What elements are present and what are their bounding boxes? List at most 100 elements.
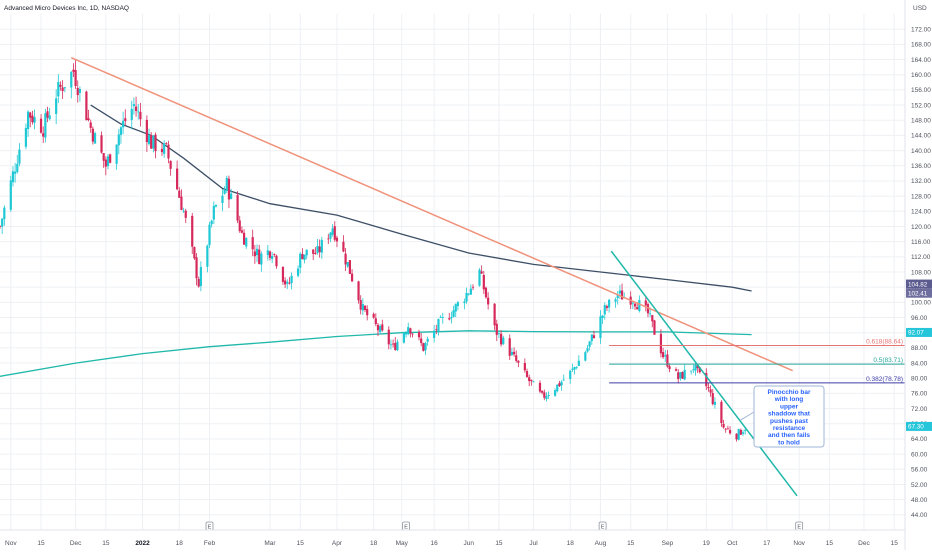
- candle-body: [154, 134, 157, 152]
- candle-body: [575, 367, 578, 369]
- price-tag-label: 92.07: [908, 330, 924, 337]
- candle-body: [59, 84, 62, 87]
- candle-body: [722, 423, 725, 428]
- candle-body: [89, 122, 92, 128]
- candle-body: [122, 120, 125, 128]
- candle-body: [31, 115, 34, 123]
- candle-body: [487, 297, 490, 305]
- candle-body: [677, 372, 680, 380]
- candle-body: [709, 389, 712, 393]
- x-tick-label: Oct: [727, 540, 737, 547]
- candle-body: [402, 333, 406, 343]
- x-tick-label: Apr: [332, 540, 343, 547]
- annotation-box[interactable]: [753, 385, 825, 448]
- x-tick-label: Dec: [858, 540, 870, 547]
- candle-body: [296, 268, 300, 276]
- candle-body: [616, 295, 619, 299]
- candle-body: [737, 429, 740, 440]
- candle-body: [55, 98, 58, 114]
- candle-body: [454, 304, 457, 312]
- y-axis[interactable]: 172.00 168.00 164.00 160.00 156.00 152.00 148.…: [904, 0, 931, 550]
- candle-body: [631, 302, 634, 304]
- candle-body: [394, 342, 397, 351]
- candle-body: [314, 253, 317, 255]
- y-tick-label: 140.00: [911, 148, 931, 155]
- candles: [0, 60, 747, 442]
- candle-body: [132, 104, 136, 107]
- candle-body: [571, 368, 574, 370]
- candle-body: [139, 111, 142, 120]
- candle-body: [14, 171, 17, 174]
- candle-body: [1, 218, 4, 227]
- candle-body: [376, 324, 380, 331]
- candle-body: [273, 254, 276, 255]
- candle-body: [197, 278, 200, 287]
- trendlines: [70, 56, 798, 497]
- candle-body: [46, 111, 49, 118]
- candle-body: [424, 343, 427, 351]
- candle-body: [357, 281, 360, 301]
- candle-body: [396, 341, 399, 351]
- candle-body: [260, 253, 263, 265]
- candle-body: [541, 390, 544, 393]
- candle-body: [305, 249, 308, 256]
- candle-body: [193, 247, 196, 259]
- candle-body: [245, 237, 248, 247]
- candle-body: [93, 133, 97, 144]
- trendline[interactable]: [610, 250, 798, 497]
- candle-body: [331, 228, 334, 235]
- candle-body: [361, 304, 364, 311]
- candle-body: [711, 393, 714, 405]
- candle-body: [26, 111, 30, 129]
- candle-body: [63, 87, 66, 89]
- annotation-layer: Pinocchio bar with long upper shaddow that p…: [740, 385, 825, 448]
- candle-body: [134, 106, 138, 111]
- candle-body: [348, 260, 352, 274]
- candle-body: [165, 142, 168, 144]
- candle-body: [523, 362, 526, 371]
- candle-body: [290, 275, 293, 284]
- candle-body: [601, 315, 604, 319]
- candle-body: [696, 365, 699, 369]
- y-tick-label: 88.00: [911, 345, 928, 352]
- y-tick-label: 120.00: [911, 224, 931, 231]
- y-tick-label: 160.00: [911, 72, 931, 79]
- candle-body: [599, 316, 602, 339]
- trendline[interactable]: [70, 56, 793, 372]
- candle-body: [85, 91, 88, 121]
- x-tick-label: Jun: [463, 540, 474, 547]
- annotation-text: Pinocchio bar with long upper shaddow that p…: [768, 389, 811, 446]
- candle-body: [664, 355, 667, 357]
- y-tick-label: 72.00: [911, 406, 928, 413]
- candle-body: [0, 226, 2, 227]
- annotation-line: with long: [774, 396, 804, 403]
- candle-body: [381, 324, 384, 331]
- candle-body: [694, 365, 697, 371]
- candle-body: [230, 193, 233, 199]
- candle-body: [528, 377, 531, 382]
- fib-level-label: 0.382(78.78): [866, 376, 903, 383]
- candle-body: [409, 328, 412, 334]
- candle-body: [668, 366, 671, 370]
- candle-body: [562, 379, 565, 381]
- candle-body: [281, 266, 285, 282]
- candle-body: [74, 70, 77, 86]
- annotation-line: pushes past: [770, 418, 809, 425]
- candle-body: [590, 334, 593, 342]
- candle-body: [318, 246, 321, 253]
- candle-body: [167, 144, 170, 159]
- y-tick-label: 144.00: [911, 133, 931, 140]
- candle-body: [39, 118, 43, 133]
- candle-body: [588, 341, 591, 347]
- candle-body: [502, 337, 505, 345]
- candle-body: [545, 396, 548, 399]
- candle-body: [532, 381, 535, 383]
- candle-body: [739, 429, 742, 435]
- candle-body: [433, 330, 436, 338]
- candle-body: [255, 248, 259, 256]
- x-tick-label: 15: [826, 540, 834, 547]
- candle-body: [29, 112, 32, 118]
- candle-body: [372, 313, 375, 318]
- y-tick-label: 84.00: [911, 360, 928, 367]
